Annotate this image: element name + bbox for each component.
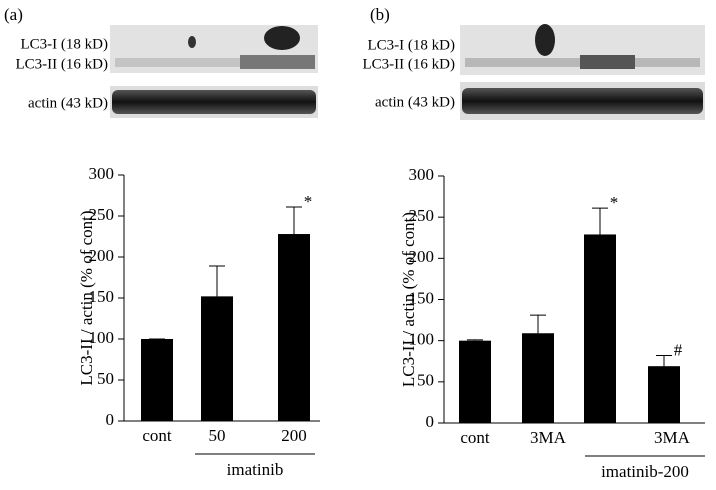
y-tick-label: 100 [89, 328, 115, 347]
x-tick-label: cont [142, 426, 172, 445]
y-axis-label: LC3-II / actin (% of cont) [399, 212, 418, 387]
y-tick-label: 250 [89, 205, 115, 224]
y-tick-label: 100 [409, 330, 435, 349]
bar [278, 234, 310, 421]
error-bar [286, 206, 302, 235]
error-bar [592, 207, 608, 235]
x-tick-label: cont [460, 428, 490, 447]
group-label: imatinib [227, 460, 284, 479]
y-tick-label: 150 [89, 287, 115, 306]
y-tick-label: 250 [409, 206, 435, 225]
bar-annotation: # [674, 340, 683, 359]
error-bar [656, 354, 672, 367]
blot-label: LC3-II (16 kD) [16, 56, 108, 72]
y-tick-label: 50 [417, 371, 434, 390]
bar [141, 339, 173, 421]
y-tick-label: 50 [97, 369, 114, 388]
error-bar [209, 265, 225, 297]
y-tick-label: 0 [106, 410, 115, 429]
bar-annotation: * [304, 192, 313, 211]
bar-annotation: * [610, 193, 619, 212]
y-tick-label: 200 [89, 246, 115, 265]
panel-label: (b) [370, 5, 390, 24]
y-tick-label: 150 [409, 288, 435, 307]
panel-label: (a) [4, 5, 23, 24]
bar [648, 366, 680, 423]
blot-a [110, 25, 318, 118]
x-tick-label: 3MA [654, 428, 691, 447]
y-tick-label: 300 [89, 164, 115, 183]
error-bar [530, 314, 546, 334]
x-tick-label: 200 [281, 426, 307, 445]
y-tick-label: 200 [409, 247, 435, 266]
bar [201, 296, 233, 421]
x-tick-label: 50 [209, 426, 226, 445]
blot-label: LC3-I (18 kD) [368, 37, 455, 53]
blot-b [460, 24, 705, 120]
bar [522, 333, 554, 423]
blot-label: actin (43 kD) [28, 95, 108, 111]
bar [459, 340, 491, 423]
blot-label: actin (43 kD) [375, 94, 455, 110]
y-tick-label: 300 [409, 165, 435, 184]
group-label: imatinib-200 [601, 462, 689, 481]
blot-label: LC3-I (18 kD) [21, 36, 108, 52]
blot-label: LC3-II (16 kD) [363, 56, 455, 72]
x-tick-label: 3MA [530, 428, 567, 447]
y-tick-label: 0 [426, 412, 435, 431]
y-axis-label: LC3-II / actin (% of cont) [77, 210, 96, 385]
error-bar [467, 339, 483, 341]
bar [584, 234, 616, 423]
